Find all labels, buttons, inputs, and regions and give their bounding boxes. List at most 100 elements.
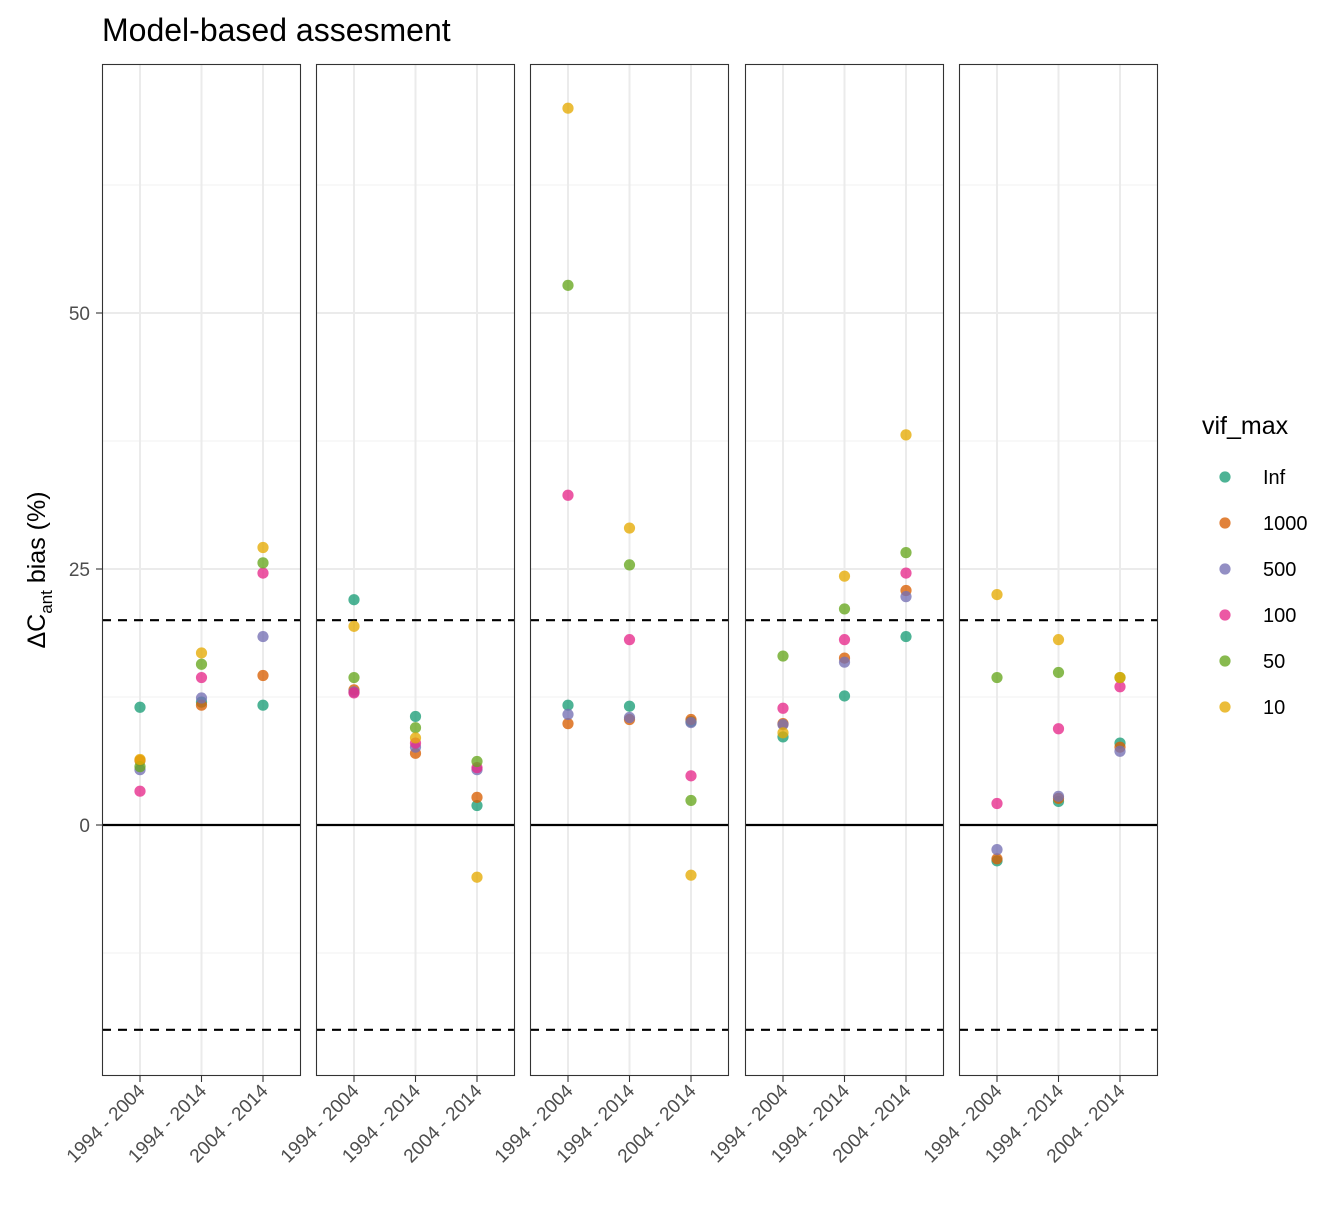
legend-title: vif_max: [1202, 412, 1289, 440]
data-point: [348, 671, 360, 684]
legend-key: [1219, 655, 1231, 667]
data-point: [1052, 666, 1065, 679]
data-point: [685, 869, 697, 881]
data-point: [685, 794, 697, 807]
data-point: [777, 650, 789, 662]
data-point: [777, 702, 789, 714]
data-point: [409, 710, 422, 723]
data-point: [685, 770, 697, 782]
data-point: [562, 279, 574, 291]
legend-key: [1219, 609, 1231, 621]
legend: vif_max Inf 1000 500 100 50 10: [1202, 412, 1308, 719]
data-point: [348, 594, 360, 606]
y-tick-label: 50: [69, 304, 90, 325]
data-point: [1052, 723, 1065, 735]
data-point: [991, 589, 1003, 601]
data-point: [623, 522, 636, 534]
y-tick-label: 25: [69, 560, 90, 581]
legend-label: Inf: [1263, 467, 1286, 489]
data-point: [348, 687, 360, 699]
y-axis-label: ΔCant bias (%): [23, 491, 56, 648]
data-point: [838, 656, 851, 668]
data-point: [900, 547, 912, 559]
legend-item: Inf: [1219, 467, 1286, 489]
data-point: [562, 102, 574, 114]
data-point: [623, 559, 636, 571]
data-point: [838, 570, 851, 582]
y-axis-label-subscript: ant: [37, 590, 56, 614]
data-point: [257, 567, 269, 579]
data-point: [991, 843, 1003, 856]
data-point: [257, 557, 269, 569]
panel-border: [529, 63, 730, 1077]
data-point: [471, 791, 483, 803]
legend-item: 1000: [1219, 513, 1308, 535]
data-point: [562, 699, 574, 711]
y-tick-label: 0: [79, 816, 90, 837]
data-point: [471, 755, 483, 768]
panel-border: [101, 63, 302, 1077]
y-axis-label-prefix: ΔC: [23, 614, 51, 649]
data-point: [257, 630, 269, 643]
data-point: [195, 671, 208, 684]
data-point: [134, 753, 146, 766]
data-point: [1052, 634, 1065, 646]
data-point: [195, 658, 208, 670]
data-point: [257, 669, 269, 682]
legend-item: 500: [1219, 559, 1296, 581]
data-point: [134, 785, 146, 797]
data-point: [562, 708, 574, 721]
data-point: [471, 799, 483, 812]
data-point: [991, 853, 1003, 865]
data-point: [562, 489, 574, 501]
legend-key: [1219, 563, 1231, 575]
data-point: [471, 871, 483, 883]
data-point: [409, 722, 422, 734]
data-point: [777, 727, 789, 739]
legend-label: 100: [1263, 605, 1296, 627]
panel-border: [315, 63, 516, 1077]
data-point: [838, 603, 851, 615]
data-point: [900, 591, 912, 603]
data-point: [409, 732, 422, 744]
data-point: [991, 671, 1003, 684]
data-point: [623, 711, 636, 724]
data-point: [838, 634, 851, 646]
data-point: [195, 647, 208, 659]
legend-key: [1219, 517, 1231, 529]
data-point: [195, 692, 208, 704]
data-point: [900, 429, 912, 441]
data-point: [1114, 745, 1126, 757]
legend-item: 100: [1219, 605, 1296, 627]
data-point: [348, 620, 360, 632]
legend-key: [1219, 701, 1231, 713]
data-point: [838, 690, 851, 702]
data-point: [900, 567, 912, 579]
data-point: [991, 797, 1003, 810]
legend-item: 10: [1219, 697, 1285, 719]
y-axis-label-suffix: bias (%): [23, 491, 51, 590]
data-point: [777, 719, 789, 731]
data-point: [257, 541, 269, 554]
legend-item: 50: [1219, 651, 1285, 673]
panel-border: [744, 63, 945, 1077]
data-point: [623, 700, 636, 712]
data-point: [257, 699, 269, 711]
panel-border: [958, 63, 1159, 1077]
data-point: [1114, 671, 1126, 684]
data-point: [1052, 790, 1065, 802]
chart-title: Model-based assesment: [102, 12, 451, 48]
data-point: [134, 701, 146, 713]
data-point: [685, 717, 697, 729]
legend-label: 500: [1263, 559, 1296, 581]
y-axis: 0 25 50: [69, 304, 102, 837]
legend-label: 1000: [1263, 513, 1308, 535]
data-point: [1114, 681, 1126, 693]
